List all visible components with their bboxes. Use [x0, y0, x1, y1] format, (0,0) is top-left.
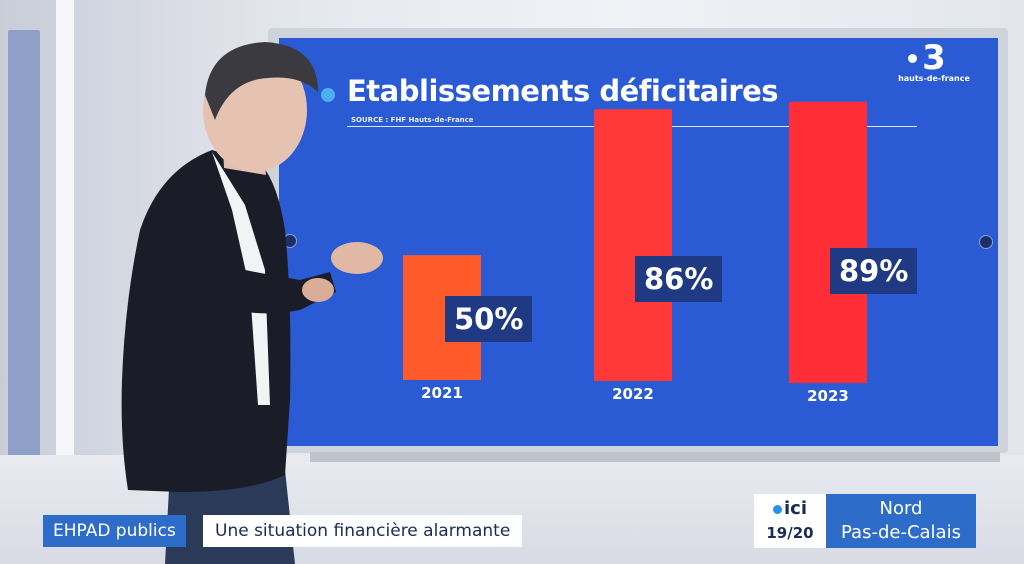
chart-source: SOURCE : FHF Hauts-de-France [351, 116, 474, 124]
region-line1: Nord [879, 498, 923, 519]
lower-third-tag: EHPAD publics [43, 515, 186, 547]
year-label-2021: 2021 [421, 384, 463, 402]
bar-value-label-2023: 89% [830, 248, 918, 294]
bar-2023 [789, 101, 867, 383]
logo-region: hauts-de-france [898, 74, 970, 83]
logo-number: 3 [894, 40, 974, 76]
title-bullet-dot [321, 88, 335, 102]
lower-third-headline: Une situation financière alarmante [203, 515, 523, 547]
region-line2: Pas-de-Calais [841, 522, 961, 543]
studio-panel-white [56, 0, 74, 480]
bar-2022 [594, 109, 672, 382]
chart-title: Etablissements déficitaires [347, 74, 779, 108]
studio-panel-left [8, 30, 40, 460]
screen-stand [310, 452, 1000, 462]
bar-value-label-2021: 50% [445, 296, 533, 342]
screen-side-button-right-icon[interactable] [979, 235, 993, 249]
channel-logo: 3 hauts-de-france [894, 40, 974, 83]
year-label-2022: 2022 [612, 385, 654, 403]
chart-screen: Etablissements déficitaires SOURCE : FHF… [279, 38, 998, 446]
logo-dot-icon [908, 54, 917, 63]
year-label-2023: 2023 [807, 387, 849, 405]
region-badge: Nord Pas-de-Calais [826, 494, 976, 548]
program-time: 19/20 [766, 524, 814, 542]
program-brand: ici [754, 496, 826, 522]
bar-chart [403, 101, 867, 383]
program-badge: ici 19/20 [754, 494, 826, 548]
bar-value-label-2022: 86% [635, 256, 723, 302]
brand-dot-icon [772, 504, 782, 514]
